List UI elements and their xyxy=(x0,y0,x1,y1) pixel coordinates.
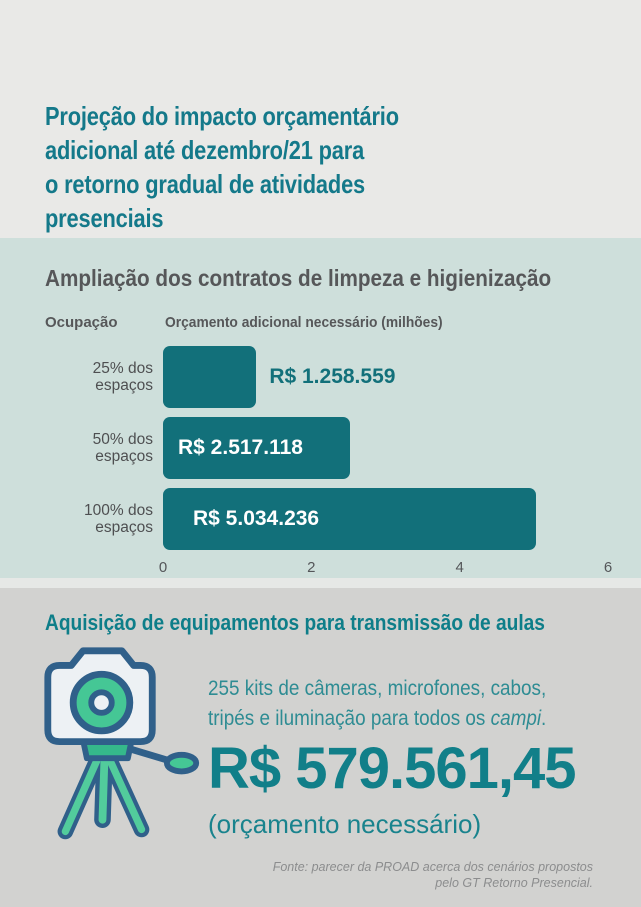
bar-track: R$ 1.258.559 xyxy=(163,346,608,408)
bar: R$ 5.034.236 xyxy=(163,488,537,550)
x-axis-tick: 2 xyxy=(307,559,316,576)
bar-value-label: R$ 2.517.118 xyxy=(178,436,303,459)
bar-track: R$ 5.034.236 xyxy=(163,488,608,550)
bar-track: R$ 2.517.118 xyxy=(163,417,608,479)
description-text: . xyxy=(541,707,547,730)
page-title: Projeção do impacto orçamentário adicion… xyxy=(45,99,520,235)
x-axis-tick: 4 xyxy=(455,559,464,576)
top-section: Projeção do impacto orçamentário adicion… xyxy=(0,0,641,238)
budget-bar-chart: 25% dos espaços R$ 1.258.559 50% dos espaç… xyxy=(45,346,612,579)
section-heading: Aquisição de equipamentos para transmiss… xyxy=(45,610,545,635)
x-axis-tick: 6 xyxy=(603,559,613,576)
source-note-line: pelo GT Retorno Presencial. xyxy=(435,876,593,890)
category-label: 100% dos espaços xyxy=(84,501,153,536)
equipment-price: R$ 579.561,45 xyxy=(208,736,577,801)
equipment-description-line: 255 kits de câmeras, microfones, cabos, xyxy=(208,677,547,700)
equipment-description: 255 kits de câmeras, microfones, cabos, … xyxy=(208,674,546,734)
chart-column-headers: Ocupação Orçamento adicional necessário … xyxy=(45,314,608,331)
equipment-description-line: tripés e iluminação para todos os campi. xyxy=(208,704,546,734)
description-text: tripés e iluminação para todos os xyxy=(208,707,491,730)
section-divider xyxy=(0,578,641,588)
category-label: 50% dos espaços xyxy=(92,430,153,465)
equipment-section: Aquisição de equipamentos para transmiss… xyxy=(0,588,641,907)
bar-chart-rows: 25% dos espaços R$ 1.258.559 50% dos espaç… xyxy=(45,346,608,550)
source-note: Fonte: parecer da PROAD acerca dos cenár… xyxy=(273,859,593,891)
page-title-line: adicional até dezembro/21 para xyxy=(45,135,365,165)
chart-row: 100% dos espaços R$ 5.034.236 xyxy=(45,488,608,550)
bar-value-label: R$ 5.034.236 xyxy=(193,507,320,530)
x-axis: 0 2 4 6 xyxy=(159,559,612,579)
equipment-details: 255 kits de câmeras, microfones, cabos, … xyxy=(208,644,584,854)
bar xyxy=(163,346,257,408)
camera-on-tripod-icon xyxy=(36,644,208,854)
page-title-line: o retorno gradual de atividades xyxy=(45,169,366,199)
category-label: 25% dos espaços xyxy=(92,359,153,394)
chart-row: 25% dos espaços R$ 1.258.559 xyxy=(45,346,608,408)
description-italic-word: campi xyxy=(490,707,542,730)
cleaning-contracts-section: Ampliação dos contratos de limpeza e hig… xyxy=(0,238,641,578)
x-axis-tick: 0 xyxy=(158,559,168,576)
source-note-line: Fonte: parecer da PROAD acerca dos cenár… xyxy=(272,860,593,874)
bar: R$ 2.517.118 xyxy=(163,417,350,479)
page-title-line: presenciais xyxy=(45,203,164,233)
occupation-column-label: Ocupação xyxy=(45,314,118,331)
bar-value-label: R$ 1.258.559 xyxy=(269,365,396,388)
section-heading: Ampliação dos contratos de limpeza e hig… xyxy=(45,265,552,291)
page-title-line: Projeção do impacto orçamentário xyxy=(45,101,399,131)
chart-row: 50% dos espaços R$ 2.517.118 xyxy=(45,417,608,479)
price-caption: (orçamento necessário) xyxy=(208,809,482,839)
equipment-content: 255 kits de câmeras, microfones, cabos, … xyxy=(44,644,596,854)
budget-column-label: Orçamento adicional necessário (milhões) xyxy=(165,314,443,331)
